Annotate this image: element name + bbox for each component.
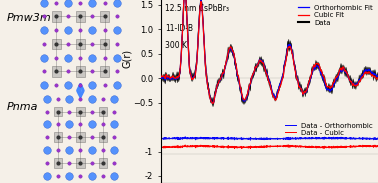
Text: 300 K: 300 K bbox=[165, 41, 187, 50]
Data - Cubic bbox=[181, 145, 185, 148]
FancyBboxPatch shape bbox=[54, 132, 62, 142]
Data - Orthorhombic bbox=[308, 137, 313, 139]
FancyBboxPatch shape bbox=[52, 39, 61, 49]
Legend: Data - Orthorhombic, Data - Cubic: Data - Orthorhombic, Data - Cubic bbox=[284, 121, 375, 137]
Data - Cubic bbox=[159, 146, 163, 148]
FancyBboxPatch shape bbox=[76, 132, 85, 142]
Legend: Orthorhombic Fit, Cubic Fit, Data: Orthorhombic Fit, Cubic Fit, Data bbox=[297, 3, 375, 27]
Data - Cubic bbox=[376, 145, 378, 147]
Data - Cubic bbox=[248, 147, 253, 150]
Data - Orthorhombic bbox=[255, 137, 259, 140]
FancyBboxPatch shape bbox=[54, 158, 62, 168]
FancyBboxPatch shape bbox=[99, 107, 107, 117]
FancyBboxPatch shape bbox=[76, 158, 85, 168]
FancyBboxPatch shape bbox=[100, 66, 109, 76]
FancyBboxPatch shape bbox=[99, 158, 107, 168]
Orthorhombic Fit bbox=[328, 89, 333, 91]
Data - Orthorhombic bbox=[159, 137, 163, 139]
Data - Cubic bbox=[332, 146, 337, 148]
Orthorhombic Fit bbox=[332, 83, 337, 85]
Data - Orthorhombic bbox=[328, 137, 333, 139]
Cubic Fit bbox=[181, 18, 185, 20]
Text: 11-ID-B: 11-ID-B bbox=[165, 24, 193, 33]
Data - Orthorhombic bbox=[376, 137, 378, 140]
Data - Orthorhombic bbox=[248, 139, 253, 141]
Cubic Fit bbox=[308, 76, 313, 78]
Data - Cubic bbox=[308, 145, 313, 148]
FancyBboxPatch shape bbox=[52, 66, 61, 76]
Data - Orthorhombic bbox=[332, 137, 337, 139]
FancyBboxPatch shape bbox=[100, 11, 109, 22]
Line: Data - Cubic: Data - Cubic bbox=[161, 145, 378, 149]
FancyBboxPatch shape bbox=[76, 107, 85, 117]
Cubic Fit bbox=[159, 74, 163, 76]
Line: Cubic Fit: Cubic Fit bbox=[161, 0, 378, 103]
FancyBboxPatch shape bbox=[52, 11, 61, 22]
Orthorhombic Fit bbox=[255, 64, 259, 66]
Orthorhombic Fit bbox=[308, 78, 313, 80]
Y-axis label: G(r): G(r) bbox=[122, 49, 132, 68]
Data - Cubic bbox=[287, 144, 291, 146]
Cubic Fit bbox=[332, 80, 337, 82]
Data - Cubic bbox=[328, 146, 333, 148]
Orthorhombic Fit bbox=[376, 74, 378, 77]
Orthorhombic Fit bbox=[247, 86, 251, 88]
Data - Orthorhombic bbox=[183, 136, 187, 138]
Orthorhombic Fit bbox=[210, 102, 215, 104]
Data - Cubic bbox=[246, 147, 251, 149]
Line: Orthorhombic Fit: Orthorhombic Fit bbox=[161, 0, 378, 103]
Orthorhombic Fit bbox=[159, 76, 163, 78]
FancyBboxPatch shape bbox=[76, 66, 85, 76]
FancyBboxPatch shape bbox=[54, 107, 62, 117]
Cubic Fit bbox=[376, 77, 378, 79]
Data - Orthorhombic bbox=[181, 137, 185, 139]
Data - Cubic bbox=[254, 145, 259, 147]
Text: 12.5 nm CsPbBr₃: 12.5 nm CsPbBr₃ bbox=[165, 3, 229, 12]
Text: Pmw3m: Pmw3m bbox=[6, 13, 51, 23]
Orthorhombic Fit bbox=[181, 18, 185, 20]
Text: Pnma: Pnma bbox=[6, 102, 38, 113]
FancyBboxPatch shape bbox=[76, 39, 85, 49]
Cubic Fit bbox=[328, 86, 333, 88]
Data - Orthorhombic bbox=[246, 137, 251, 140]
FancyBboxPatch shape bbox=[99, 132, 107, 142]
Line: Data - Orthorhombic: Data - Orthorhombic bbox=[161, 137, 378, 140]
Cubic Fit bbox=[210, 102, 215, 104]
FancyBboxPatch shape bbox=[76, 11, 85, 22]
Cubic Fit bbox=[255, 64, 259, 66]
FancyBboxPatch shape bbox=[100, 39, 109, 49]
Cubic Fit bbox=[247, 85, 251, 87]
